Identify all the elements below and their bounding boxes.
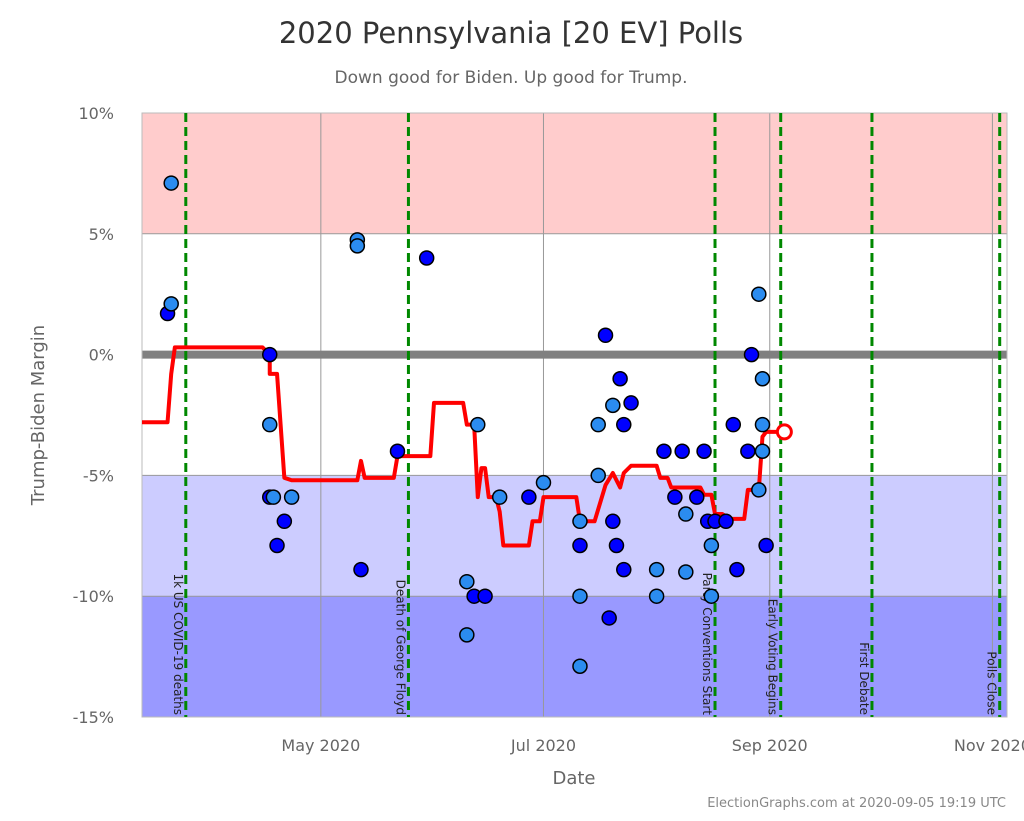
poll-point [535, 474, 552, 491]
poll-point [729, 561, 745, 578]
poll-point [163, 175, 179, 191]
poll-point [590, 467, 606, 484]
poll-point [718, 513, 734, 530]
x-tick-label: Jul 2020 [510, 736, 576, 755]
poll-point [477, 588, 493, 604]
poll-point [459, 627, 475, 643]
poll-point [751, 482, 767, 498]
current-average-marker [775, 423, 793, 441]
poll-point [261, 346, 278, 363]
event-label: Party Conventions Start [700, 573, 714, 716]
x-axis-label: Date [552, 768, 595, 789]
band [142, 113, 1007, 234]
poll-point [758, 537, 774, 554]
poll-point [261, 416, 278, 433]
poll-point [605, 513, 621, 530]
poll-point [696, 443, 712, 459]
poll-point [491, 489, 508, 505]
poll-point [703, 588, 720, 604]
plot-border [141, 112, 1008, 718]
y-axis-label: Trump-Biden Margin [28, 325, 49, 506]
poll-point [283, 489, 300, 505]
x-tick-label: May 2020 [281, 736, 360, 755]
event-label: First Debate [857, 642, 871, 715]
poll-point [703, 537, 720, 554]
bands [142, 113, 1007, 717]
footer-credit: ElectionGraphs.com at 2020-09-05 19:19 U… [707, 796, 1006, 811]
grid [141, 112, 1008, 718]
poll-point [349, 238, 366, 254]
poll-point [656, 443, 672, 459]
x-tick-label: Nov 2020 [954, 736, 1024, 755]
polls [159, 175, 793, 675]
poll-point [470, 416, 486, 433]
poll-point [616, 416, 632, 433]
y-tick-label: 5% [89, 225, 114, 244]
poll-point [572, 537, 588, 554]
chart-subtitle: Down good for Biden. Up good for Trump. [335, 68, 688, 88]
poll-point [418, 250, 435, 266]
chart-title: 2020 Pennsylvania [20 EV] Polls [279, 16, 743, 50]
poll-point [265, 489, 282, 505]
y-tick-label: -5% [83, 466, 114, 485]
y-tick-label: -10% [73, 587, 114, 606]
poll-point [608, 537, 625, 554]
poll-point [612, 371, 628, 387]
poll-point [725, 416, 742, 433]
poll-point [740, 443, 756, 459]
poll-point [601, 610, 617, 626]
events: 1k US COVID-19 deaths Death of George Flo… [171, 113, 1002, 717]
poll-point [616, 561, 632, 578]
poll-point [648, 588, 665, 604]
event-label: Polls Close [985, 651, 999, 715]
poll-point [590, 416, 606, 433]
poll-point [597, 327, 614, 344]
event-label: 1k US COVID-19 deaths [171, 573, 185, 715]
y-tick-label: 0% [89, 346, 114, 365]
poll-point [572, 513, 588, 530]
event-label: Early Voting Begins [766, 599, 780, 715]
poll-point [389, 443, 406, 459]
poll-point [674, 443, 690, 459]
poll-point [572, 588, 588, 604]
poll-point [678, 506, 694, 522]
poll-point [353, 561, 369, 578]
poll-point [163, 296, 179, 312]
y-tick-label: -15% [73, 708, 114, 727]
poll-point [743, 346, 760, 363]
poll-point [689, 489, 705, 505]
poll-point [751, 286, 767, 302]
poll-point [269, 537, 285, 554]
poll-point [754, 371, 771, 387]
poll-point [572, 658, 588, 675]
poll-point [605, 397, 621, 414]
band [142, 596, 1007, 717]
x-tick-label: Sep 2020 [732, 736, 808, 755]
poll-point [678, 564, 694, 580]
axes: 10% 5% 0% -5% -10% -15% May 2020 Jul 2020 Sep 20… [73, 104, 1024, 755]
poll-point [667, 489, 683, 505]
poll-point [459, 573, 475, 590]
poll-point [754, 416, 771, 433]
y-tick-label: 10% [78, 104, 114, 123]
trend-line [142, 345, 785, 548]
poll-point [648, 561, 665, 578]
poll-point [754, 443, 771, 459]
trend [142, 345, 785, 548]
poll-point [521, 489, 537, 505]
poll-point [276, 513, 293, 530]
event-label: Death of George Floyd [393, 580, 407, 715]
poll-point [623, 395, 639, 411]
